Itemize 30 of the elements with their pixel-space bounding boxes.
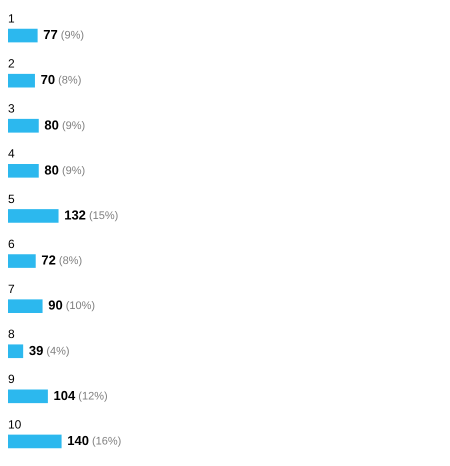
data-label: 80 (9%) <box>44 117 86 132</box>
data-label: 39 (4%) <box>28 342 70 358</box>
bar <box>8 390 48 404</box>
y-tick-label: 6 <box>8 236 15 251</box>
data-label: 104 (12%) <box>54 388 108 403</box>
bar <box>8 344 24 358</box>
y-tick-label: 4 <box>8 146 15 161</box>
data-label: 77 (9%) <box>43 27 84 42</box>
bar <box>8 164 39 178</box>
bar <box>8 299 43 313</box>
y-tick-label: 1 <box>8 11 15 26</box>
y-tick-label: 8 <box>8 327 15 342</box>
y-tick-label: 10 <box>8 417 22 432</box>
bar <box>8 74 35 88</box>
bar <box>8 28 38 42</box>
y-tick-label: 5 <box>8 192 15 206</box>
data-label: 80 (9%) <box>44 162 86 178</box>
data-label: 72 (8%) <box>41 252 82 268</box>
y-tick-label: 7 <box>8 282 15 296</box>
bar <box>8 254 36 268</box>
data-label: 70 (8%) <box>40 72 82 88</box>
bar <box>8 118 39 133</box>
bar <box>8 209 59 223</box>
y-tick-label: 2 <box>8 56 15 70</box>
y-tick-label: 9 <box>8 372 15 386</box>
data-label: 140 (16%) <box>67 433 122 448</box>
data-label: 132 (15%) <box>64 208 118 223</box>
bar <box>8 434 62 448</box>
data-label: 90 (10%) <box>48 298 96 313</box>
y-tick-label: 3 <box>8 102 15 116</box>
